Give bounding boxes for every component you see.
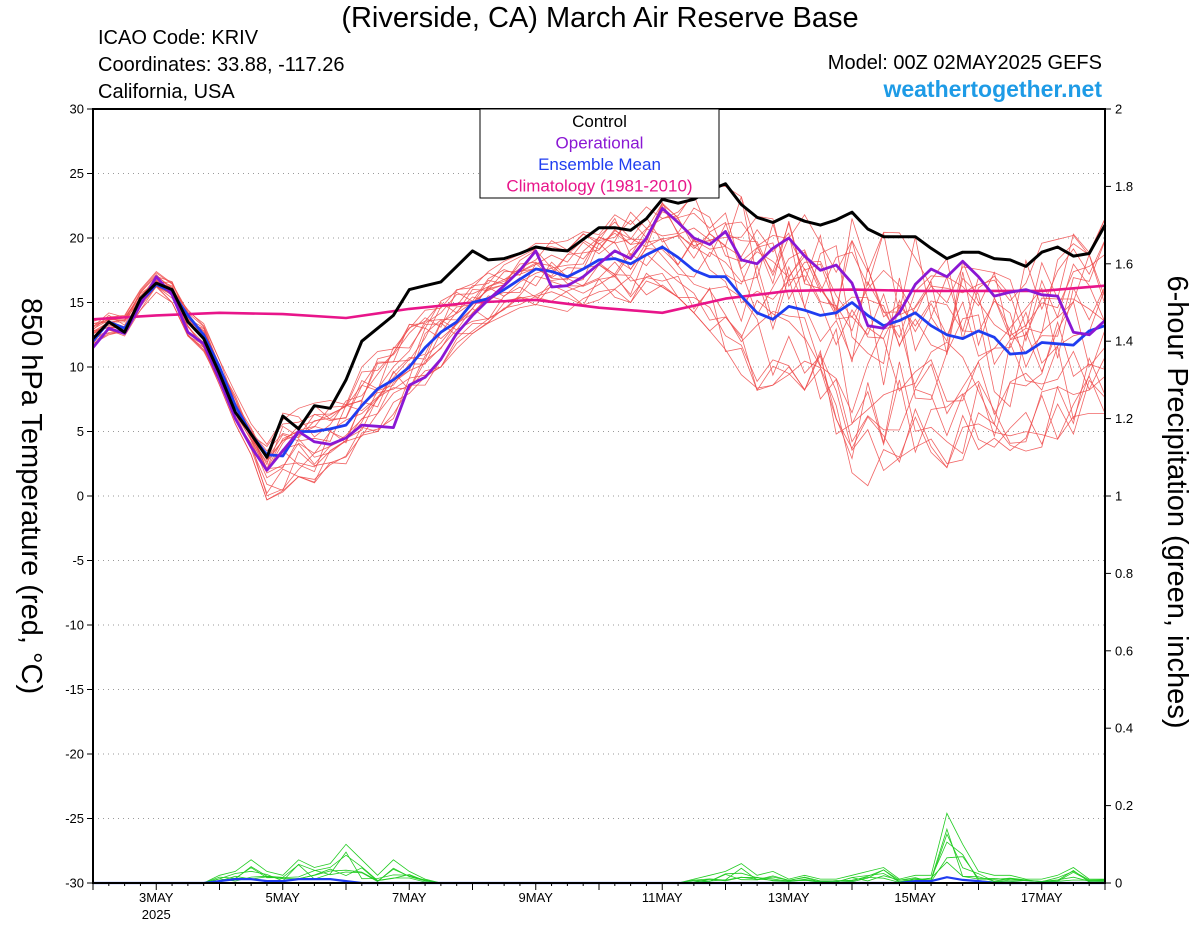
left-tick-label: 20 [70, 231, 84, 246]
ensemble-member-line [92, 275, 1105, 495]
legend-entry: Ensemble Mean [538, 155, 661, 174]
legend-entry: Control [572, 112, 627, 131]
right-tick-label: 1.6 [1115, 256, 1133, 271]
x-tick-label: 13MAY [768, 890, 810, 905]
ensemble-member-line [92, 261, 1106, 497]
precip-member-line [93, 833, 1106, 884]
legend-box [479, 108, 720, 199]
x-tick-label: 7MAY [392, 890, 427, 905]
ensemble-member-line [92, 253, 1106, 474]
coordinates: Coordinates: 33.88, -117.26 [98, 54, 345, 76]
ensemble-members [92, 185, 1106, 501]
left-axis-title: 850 hPa Temperature (red, °C) [15, 298, 47, 694]
left-tick-label: -30 [65, 876, 84, 891]
ensemble-member-line [92, 205, 1106, 448]
operational-line [91, 206, 1106, 472]
x-tick-label: 3MAY [139, 890, 174, 905]
icao-code: ICAO Code: KRIV [98, 27, 259, 49]
x-tick-label: 11MAY [642, 890, 683, 905]
x-tick-label: 5MAY [266, 890, 301, 905]
x-tick-label: 15MAY [894, 890, 936, 905]
left-tick-label: 25 [70, 166, 84, 181]
right-tick-label: 0.6 [1115, 643, 1133, 658]
chart-title: (Riverside, CA) March Air Reserve Base [341, 2, 859, 34]
right-axis-title: 6-hour Precipitation (green, inches) [1161, 276, 1193, 729]
right-tick-label: 1.4 [1115, 334, 1133, 349]
right-tick-label: 1 [1115, 489, 1122, 504]
left-tick-label: -10 [65, 618, 84, 633]
right-tick-label: 0 [1115, 876, 1122, 891]
left-tick-label: -20 [65, 747, 84, 762]
right-tick-label: 1.8 [1115, 179, 1133, 194]
control-line [91, 182, 1107, 459]
climatology-1981-2010-line [92, 284, 1106, 321]
model-run: Model: 00Z 02MAY2025 GEFS [827, 52, 1102, 74]
series-lines [91, 182, 1107, 472]
left-tick-label: 10 [70, 360, 84, 375]
left-tick-label: 5 [77, 424, 84, 439]
left-tick-label: 30 [70, 102, 84, 117]
x-tick-year-label: 2025 [142, 907, 171, 922]
x-tick-label: 9MAY [519, 890, 554, 905]
left-tick-label: -25 [65, 811, 84, 826]
left-tick-label: -15 [65, 682, 84, 697]
precipitation [93, 812, 1106, 885]
legend-entry: Operational [556, 134, 644, 153]
ensemble-member-line [92, 272, 1106, 501]
right-tick-label: 1.2 [1115, 411, 1133, 426]
left-tick-label: 15 [70, 295, 84, 310]
legend-entry: Climatology (1981-2010) [506, 177, 692, 196]
x-tick-label: 17MAY [1021, 890, 1063, 905]
axes: 302520151050-5-10-15-20-25-3021.81.61.41… [15, 102, 1193, 923]
ensemble-member-line [92, 203, 1106, 452]
region: California, USA [98, 81, 235, 103]
right-tick-label: 0.8 [1115, 566, 1133, 581]
site-link[interactable]: weathertogether.net [883, 76, 1102, 102]
legend: Control Operational Ensemble Mean Climatolo… [479, 108, 720, 199]
left-tick-label: -5 [72, 553, 84, 568]
left-tick-label: 0 [77, 489, 84, 504]
right-tick-label: 0.2 [1115, 798, 1133, 813]
right-tick-label: 2 [1115, 102, 1122, 117]
ensemble-member-line [92, 185, 1106, 446]
precip-member-line [93, 827, 1106, 884]
ensemble-member-line [92, 272, 1106, 492]
right-tick-label: 0.4 [1115, 721, 1133, 736]
